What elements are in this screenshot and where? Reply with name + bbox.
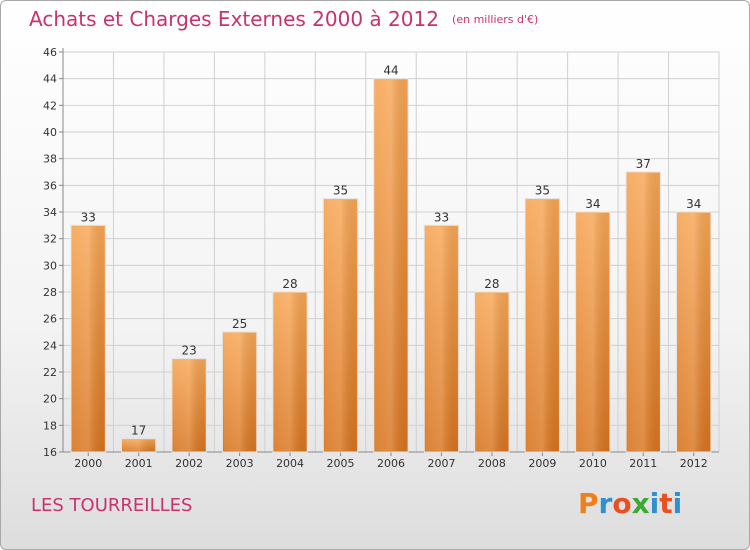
logo-letter: P: [578, 487, 599, 520]
data-label: 35: [535, 184, 550, 198]
bar-shine: [324, 199, 357, 451]
logo-letter: o: [612, 487, 632, 520]
title-row: Achats et Charges Externes 2000 à 2012 (…: [29, 7, 538, 31]
x-tick-label: 2004: [276, 457, 304, 470]
proxiti-logo[interactable]: Proxiti: [578, 487, 682, 520]
x-tick-label: 2010: [579, 457, 607, 470]
bar-shine: [526, 199, 559, 451]
x-tick-label: 2001: [125, 457, 153, 470]
bar-shine: [374, 79, 408, 452]
bar-shine: [425, 226, 458, 451]
y-tick-label: 18: [43, 419, 57, 432]
y-tick-label: 28: [43, 286, 57, 299]
x-tick-label: 2005: [327, 457, 355, 470]
data-label: 34: [585, 197, 600, 211]
x-tick-label: 2000: [74, 457, 102, 470]
y-tick-label: 44: [43, 73, 57, 86]
y-tick-label: 40: [43, 126, 57, 139]
y-tick-label: 30: [43, 259, 57, 272]
y-tick-label: 32: [43, 233, 57, 246]
y-tick-label: 34: [43, 206, 57, 219]
y-tick-label: 36: [43, 179, 57, 192]
x-tick-label: 2011: [629, 457, 657, 470]
logo-letter: i: [649, 487, 660, 520]
bar-shine: [122, 439, 155, 451]
y-tick-label: 38: [43, 153, 57, 166]
data-label: 17: [131, 424, 146, 438]
data-labels: 33 17 23 25 28 35 44 33 28 35 34 37 34: [81, 64, 702, 438]
data-label: 25: [232, 317, 247, 331]
data-label: 33: [434, 210, 449, 224]
x-tick-label: 2003: [226, 457, 254, 470]
data-label: 44: [383, 64, 398, 78]
bar-shine: [576, 213, 610, 451]
data-label: 33: [81, 210, 96, 224]
y-tick-label: 24: [43, 339, 57, 352]
y-tick-label: 22: [43, 366, 57, 379]
commune-name: LES TOURREILLES: [31, 495, 193, 516]
x-tick-label: 2007: [427, 457, 455, 470]
logo-letter: i: [672, 487, 683, 520]
logo-letter: x: [631, 487, 650, 520]
data-label: 23: [182, 344, 197, 358]
x-tick-label: 2006: [377, 457, 405, 470]
y-tick-label: 20: [43, 393, 57, 406]
bar-shine: [72, 226, 105, 451]
bar-shine: [677, 213, 710, 451]
y-tick-label: 42: [43, 99, 57, 112]
data-label: 35: [333, 184, 348, 198]
y-tick-label: 16: [43, 446, 57, 459]
bar-shine: [627, 173, 660, 451]
y-tick-label: 46: [43, 46, 57, 59]
bar-shine: [172, 359, 206, 451]
data-label: 28: [484, 277, 499, 291]
logo-letter: t: [659, 487, 673, 520]
bar-shine: [475, 293, 509, 451]
logo-letter: r: [598, 487, 613, 520]
data-label: 37: [636, 157, 651, 171]
data-label: 34: [686, 197, 701, 211]
bar-shine: [223, 333, 256, 451]
data-label: 28: [282, 277, 297, 291]
bars: [70, 78, 712, 453]
bar-shine: [273, 293, 307, 451]
x-tick-label: 2012: [680, 457, 708, 470]
x-tick-label: 2008: [478, 457, 506, 470]
x-tick-label: 2002: [175, 457, 203, 470]
chart-subtitle: (en milliers d'€): [452, 13, 539, 26]
x-tick-label: 2009: [528, 457, 556, 470]
y-tick-label: 26: [43, 313, 57, 326]
chart-title: Achats et Charges Externes 2000 à 2012: [29, 7, 439, 31]
